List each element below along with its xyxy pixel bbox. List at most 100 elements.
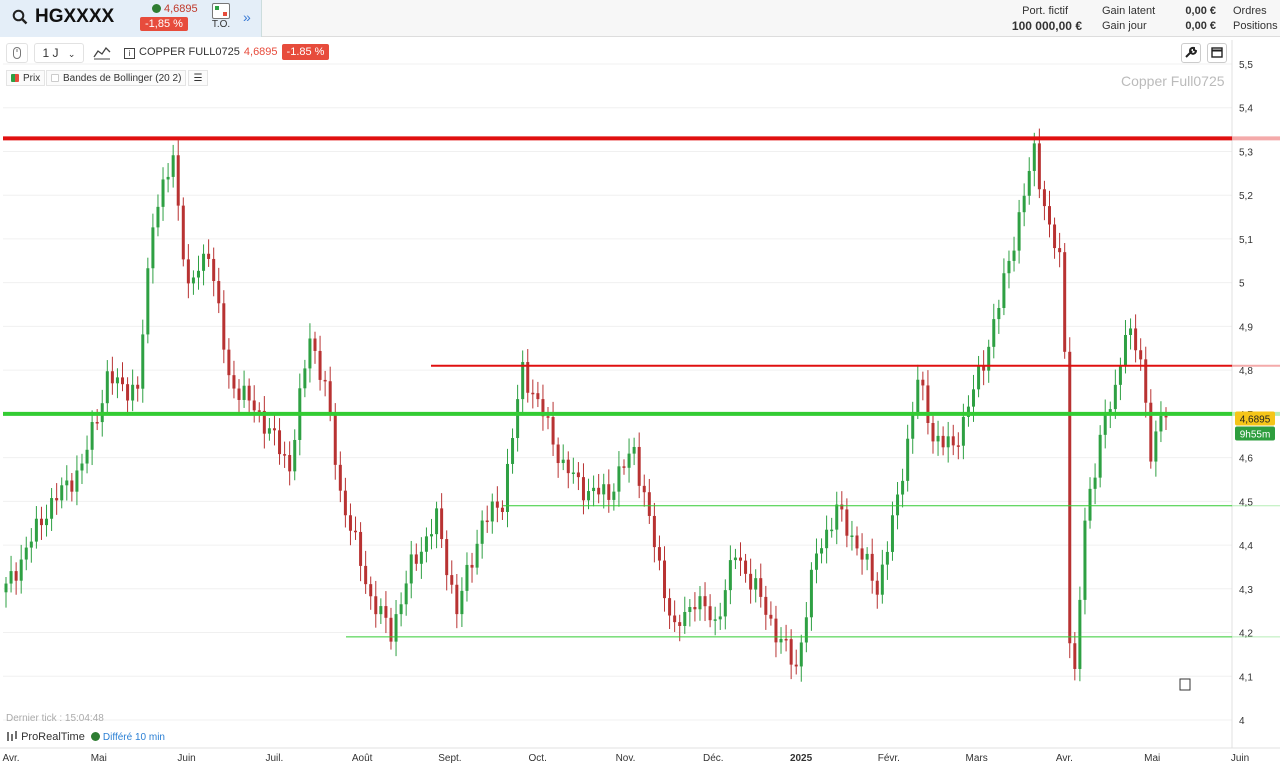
- candle-body: [278, 430, 282, 455]
- candle-body: [612, 491, 616, 500]
- candle-body: [354, 530, 358, 533]
- candle-body: [283, 454, 287, 456]
- ticker-box[interactable]: HGXXXX 4,6895 -1,85 % T.O. »: [0, 0, 262, 37]
- candle-body: [404, 583, 408, 605]
- y-tick-label: 4,9: [1239, 322, 1253, 333]
- bollinger-swatch-icon: [51, 74, 59, 82]
- y-tick-label: 4,4: [1239, 541, 1253, 552]
- portfolio-value: 100 000,00 €: [1011, 19, 1082, 33]
- candle-body: [1027, 170, 1031, 196]
- candle-body: [136, 384, 140, 389]
- scroll-lock-button[interactable]: [6, 43, 28, 63]
- candle-body: [328, 381, 332, 415]
- candle-body: [1042, 189, 1046, 207]
- candle-body: [1098, 434, 1102, 478]
- list-icon: ☰: [193, 73, 203, 84]
- gain-values: 0,00 € 0,00 €: [1172, 4, 1216, 34]
- candle-body: [1164, 415, 1168, 418]
- candle-body: [384, 606, 388, 618]
- candle-body: [576, 472, 580, 478]
- candle-body: [820, 548, 824, 554]
- candle-body: [500, 507, 504, 512]
- candle-body: [723, 590, 727, 617]
- candle-body: [156, 206, 160, 228]
- candle-body: [90, 422, 94, 450]
- candle-body: [55, 498, 59, 501]
- candle-body: [394, 614, 398, 642]
- x-tick-label: Mars: [966, 753, 988, 764]
- candle-body: [982, 365, 986, 371]
- x-tick-label: Juil.: [265, 753, 283, 764]
- candle-body: [799, 642, 803, 667]
- candle-body: [45, 518, 49, 526]
- candle-body: [257, 410, 261, 412]
- candle-body: [941, 435, 945, 448]
- candle-body: [1123, 334, 1127, 366]
- candle-body: [414, 554, 418, 564]
- candle-body: [39, 518, 43, 526]
- candle-body: [946, 436, 950, 448]
- candle-body: [566, 459, 570, 474]
- info-icon[interactable]: i: [124, 48, 135, 59]
- candle-body: [267, 428, 271, 434]
- candle-body: [4, 583, 8, 593]
- window-button[interactable]: [1207, 43, 1227, 63]
- period-value: 1 J: [42, 46, 59, 60]
- candle-body: [460, 590, 464, 615]
- candle-body: [29, 541, 33, 548]
- candle-body: [880, 564, 884, 595]
- y-tick-label: 4,3: [1239, 585, 1253, 596]
- legend-prix[interactable]: Prix: [6, 70, 46, 86]
- candle-body: [1093, 477, 1097, 489]
- x-tick-label: Févr.: [878, 753, 900, 764]
- candle-body: [338, 464, 342, 491]
- candle-body: [936, 435, 940, 442]
- candle-body: [288, 455, 292, 472]
- candle-body: [804, 617, 808, 643]
- indicator-list-button[interactable]: ☰: [188, 70, 208, 86]
- portfolio-info: Port. fictif 100 000,00 €: [1008, 4, 1082, 35]
- candle-body: [1022, 195, 1026, 213]
- orders-link[interactable]: Ordres: [1233, 5, 1267, 17]
- chart-type-button[interactable]: [90, 43, 114, 63]
- candle-body: [516, 399, 520, 439]
- candle-body: [121, 377, 125, 385]
- candle-body: [348, 515, 352, 531]
- candle-body: [303, 368, 307, 389]
- to-button[interactable]: T.O.: [210, 3, 232, 35]
- candle-body: [222, 303, 226, 350]
- expand-icon[interactable]: »: [243, 9, 251, 25]
- candle-body: [1047, 206, 1051, 225]
- candle-body: [1118, 365, 1122, 385]
- settings-button[interactable]: [1181, 43, 1201, 63]
- chart-toolbar: 1 J ⌄ i COPPER FULL0725 4,6895 -1.85 %: [0, 40, 1280, 66]
- gain-latent-label: Gain latent: [1102, 5, 1156, 17]
- chart-watermark: Copper Full0725: [1121, 73, 1225, 89]
- candle-body: [207, 253, 211, 259]
- to-label: T.O.: [211, 19, 231, 30]
- candle-body: [176, 155, 180, 206]
- candle-body: [131, 384, 135, 401]
- period-selector[interactable]: 1 J ⌄: [34, 43, 84, 63]
- candle-body: [551, 417, 555, 445]
- candle-body: [789, 639, 793, 665]
- search-icon[interactable]: [12, 9, 28, 25]
- positions-link[interactable]: Positions: [1233, 20, 1278, 32]
- candle-body: [105, 371, 109, 404]
- orders-positions: Ordres Positions: [1233, 4, 1278, 34]
- candle-body: [126, 384, 130, 401]
- candle-body: [313, 338, 317, 351]
- candle-body: [885, 551, 889, 565]
- candle-body: [966, 406, 970, 417]
- candle-body: [217, 281, 221, 304]
- chevron-down-icon: ⌄: [67, 49, 76, 59]
- last-price-tag: [1235, 411, 1275, 426]
- candle-body: [242, 385, 246, 400]
- candle-body: [1063, 252, 1067, 352]
- candle-body: [80, 463, 84, 471]
- legend-bollinger[interactable]: Bandes de Bollinger (20 2): [46, 70, 187, 86]
- candle-body: [293, 439, 297, 472]
- candle-body: [571, 472, 575, 475]
- candle-body: [840, 504, 844, 510]
